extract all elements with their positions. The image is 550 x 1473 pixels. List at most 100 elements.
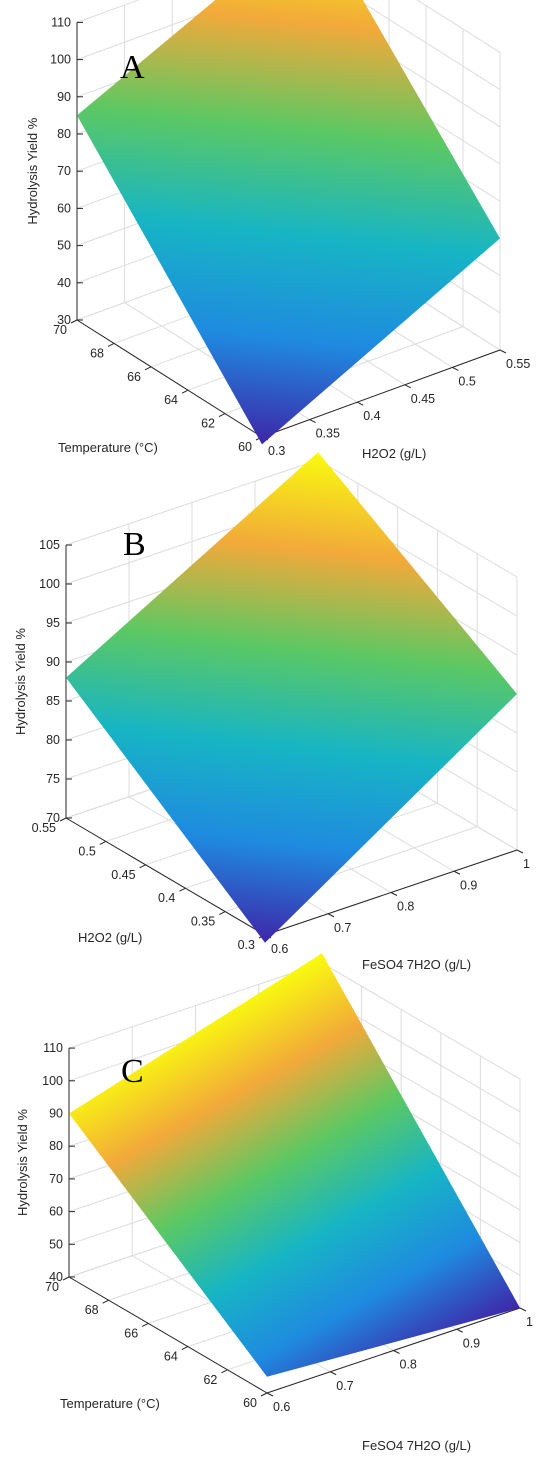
left-tick-label: 66	[124, 1326, 138, 1340]
left-axis-title: Temperature (°C)	[60, 1396, 160, 1411]
panel-letter: C	[121, 1053, 144, 1090]
z-tick-label: 80	[46, 733, 60, 747]
right-tick-mark	[456, 1328, 463, 1333]
z-tick-label: 50	[57, 239, 71, 253]
right-tick-mark	[330, 1371, 337, 1376]
left-tick-label: 64	[164, 393, 178, 407]
panel-c: 40 50 60 70 80 90 100 110 70 68 66 64 62 60 0.6 0.7 0.8 0…	[15, 953, 533, 1453]
right-tick-label: 0.3	[268, 444, 285, 458]
z-tick-label: 40	[57, 276, 71, 290]
right-tick-label: 0.7	[334, 921, 351, 935]
z-tick-label: 60	[49, 1205, 63, 1219]
right-tick-mark	[356, 401, 364, 406]
left-tick-label: 70	[53, 323, 67, 337]
right-tick-label: 0.9	[463, 1336, 480, 1350]
z-tick-label: 30	[57, 313, 71, 327]
right-tick-label: 0.8	[397, 900, 414, 914]
right-axis-title: H2O2 (g/L)	[362, 446, 426, 461]
panel-letter: A	[120, 49, 145, 86]
left-axis-line	[68, 1276, 268, 1394]
right-tick-mark	[327, 913, 335, 918]
right-tick-label: 1	[526, 1315, 533, 1329]
left-tick-mark	[70, 319, 78, 324]
panel-a: 30 40 50 60 70 80 90 100 110 70 68 66 64 62 60 0.3 0.35 0…	[25, 0, 530, 461]
right-tick-label: 0.4	[363, 409, 380, 423]
panel-letter: B	[123, 526, 146, 563]
right-tick-mark	[309, 419, 316, 424]
wall-grid-line	[76, 0, 501, 91]
left-tick-mark	[260, 1392, 268, 1397]
z-tick-label: 95	[46, 616, 60, 630]
left-tick-mark	[139, 864, 146, 869]
z-tick-label: 90	[49, 1107, 63, 1121]
right-axis-title: FeSO4 7H2O (g/L)	[362, 1438, 471, 1453]
wall-grid-line	[76, 0, 501, 53]
left-tick-label: 66	[127, 370, 141, 384]
right-tick-mark	[499, 349, 507, 354]
z-tick-label: 110	[43, 1041, 63, 1055]
left-tick-mark	[59, 817, 67, 822]
z-tick-label: 50	[49, 1237, 63, 1251]
right-tick-mark	[266, 1392, 274, 1397]
z-tick-label: 105	[39, 538, 60, 552]
right-tick-mark	[453, 870, 461, 875]
right-tick-mark	[390, 892, 398, 896]
z-tick-label: 90	[57, 90, 71, 104]
response-surface	[69, 953, 520, 1377]
right-tick-label: 0.55	[506, 357, 530, 371]
right-tick-label: 0.5	[458, 374, 475, 388]
right-tick-mark	[452, 366, 459, 371]
left-tick-label: 62	[201, 417, 215, 431]
right-tick-mark	[404, 384, 412, 389]
left-tick-label: 64	[164, 1350, 178, 1364]
z-tick-label: 70	[57, 164, 71, 178]
z-tick-label: 60	[57, 201, 71, 215]
left-tick-label: 70	[45, 1280, 59, 1294]
left-tick-label: 0.5	[78, 844, 95, 858]
right-tick-mark	[516, 849, 524, 854]
panel-b: 70 75 80 85 90 95 100 105 0.55 0.5 0.45 0.4 0.35 0.3 0…	[13, 452, 530, 972]
left-axis-title: Temperature (°C)	[58, 440, 158, 455]
z-tick-label: 40	[49, 1270, 63, 1284]
z-tick-label: 80	[49, 1139, 63, 1153]
right-tick-label: 0.45	[411, 392, 435, 406]
left-tick-mark	[221, 1369, 228, 1374]
z-tick-label: 85	[46, 694, 60, 708]
right-axis-title: FeSO4 7H2O (g/L)	[362, 957, 471, 972]
right-tick-mark	[519, 1307, 527, 1312]
left-tick-label: 0.35	[191, 915, 215, 929]
left-tick-label: 68	[90, 346, 104, 360]
left-tick-mark	[218, 911, 226, 916]
right-tick-label: 1	[523, 857, 530, 871]
left-tick-mark	[62, 1276, 70, 1281]
z-tick-label: 110	[51, 15, 71, 29]
response-surface	[77, 0, 500, 445]
left-tick-mark	[179, 887, 186, 892]
z-tick-label: 100	[42, 1074, 63, 1088]
z-tick-label: 100	[50, 53, 71, 67]
right-tick-label: 0.6	[273, 1400, 290, 1414]
right-tick-label: 0.9	[460, 878, 477, 892]
z-tick-label: 70	[49, 1172, 63, 1186]
left-tick-mark	[107, 342, 115, 347]
right-tick-label: 0.7	[336, 1379, 353, 1393]
left-axis-title: H2O2 (g/L)	[78, 930, 142, 945]
left-tick-label: 0.3	[238, 938, 255, 952]
right-tick-mark	[393, 1350, 400, 1354]
left-tick-label: 0.4	[158, 891, 175, 905]
right-tick-label: 0.6	[271, 942, 288, 956]
left-tick-label: 0.55	[32, 821, 56, 835]
left-tick-label: 68	[85, 1303, 99, 1317]
response-surface	[66, 452, 517, 943]
z-tick-label: 80	[57, 127, 71, 141]
left-tick-mark	[181, 389, 189, 394]
left-tick-mark	[99, 840, 107, 845]
right-tick-label: 0.8	[400, 1358, 417, 1372]
left-tick-label: 60	[238, 440, 252, 454]
z-axis-title: Hydrolysis Yield %	[25, 117, 40, 224]
left-tick-label: 0.45	[111, 868, 135, 882]
left-tick-label: 62	[203, 1373, 217, 1387]
left-axis-line	[65, 817, 266, 936]
z-tick-label: 90	[46, 655, 60, 669]
